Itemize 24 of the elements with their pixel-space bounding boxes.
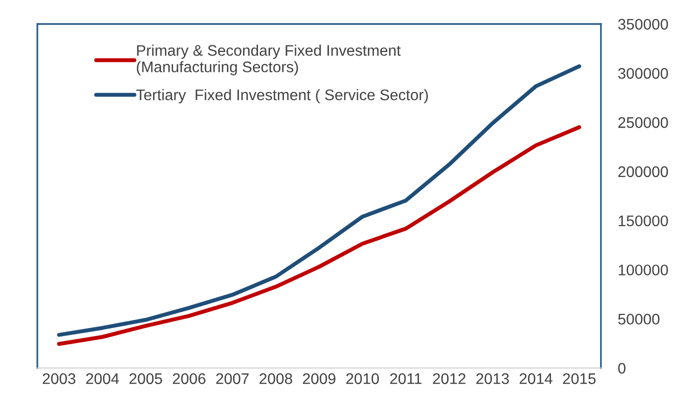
y-tick-label: 150000 <box>618 215 668 226</box>
y-tick-label: 0 <box>618 362 626 374</box>
y-tick-label: 100000 <box>618 264 668 276</box>
y-tick-label: 250000 <box>618 117 668 128</box>
x-tick-label: 2009 <box>302 373 336 384</box>
x-tick-label: 2008 <box>260 373 292 384</box>
x-tick-label: 2006 <box>172 373 206 384</box>
x-tick-label: 2003 <box>42 373 76 384</box>
y-tick-label: 300000 <box>618 68 668 79</box>
x-tick-label: 2005 <box>130 373 162 384</box>
x-tick-label: 2015 <box>563 373 596 384</box>
y-tick-label: 50000 <box>618 314 660 325</box>
x-tick-label: 2004 <box>86 373 119 384</box>
legend-label: Tertiary Fixed Investment ( Service Sector) <box>136 89 428 104</box>
x-tick-label: 2011 <box>390 373 422 384</box>
x-tick-label: 2014 <box>520 373 552 384</box>
y-tick-label: 200000 <box>618 166 668 178</box>
legend-label: Primary & Secondary Fixed Investment (Manufacturing Sectors) <box>136 44 401 76</box>
x-tick-label: 2013 <box>476 373 509 384</box>
x-tick-label: 2007 <box>216 373 249 384</box>
x-tick-label: 2012 <box>432 373 466 384</box>
x-tick-label: 2010 <box>346 373 379 384</box>
y-tick-label: 350000 <box>618 18 668 30</box>
line-series <box>57 125 582 346</box>
